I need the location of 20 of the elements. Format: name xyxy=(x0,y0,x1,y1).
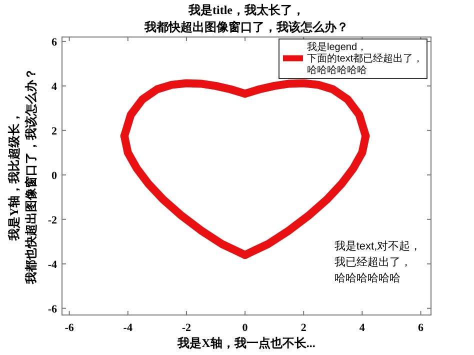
legend-label: 我是legend，下面的text都已经超出了，哈哈哈哈哈哈 xyxy=(307,41,424,76)
y-tick-label: 4 xyxy=(52,80,58,93)
x-tick-label: -4 xyxy=(123,322,133,334)
x-axis-title: 我是X轴，我一点也不长... xyxy=(176,336,316,350)
y-tick-label: -4 xyxy=(48,258,58,271)
legend: 我是legend，下面的text都已经超出了，哈哈哈哈哈哈 xyxy=(278,38,428,79)
x-tick-label: 2 xyxy=(300,322,307,334)
y-tick-label: 6 xyxy=(52,36,58,48)
x-tick-label: 4 xyxy=(359,322,366,334)
x-tick-label: -2 xyxy=(182,322,192,334)
y-tick-label: 0 xyxy=(52,170,58,182)
annotation: 我是text,对不起，我已经超出了，哈哈哈哈哈哈 xyxy=(334,239,422,284)
x-tick-label: 0 xyxy=(242,322,248,334)
x-tick-label: 6 xyxy=(418,322,424,334)
y-tick-label: -2 xyxy=(48,214,58,226)
x-tick-label: -6 xyxy=(64,322,74,334)
chart-title: 我是title，我太长了，我都快超出图像窗口了，我该怎么办？ xyxy=(144,3,348,34)
y-tick-label: 2 xyxy=(52,125,58,138)
y-tick-label: -6 xyxy=(48,303,58,316)
y-axis-title: 我是Y轴，我比超级长，我都也快超出图像窗口了，我该怎么办？ xyxy=(7,68,38,285)
